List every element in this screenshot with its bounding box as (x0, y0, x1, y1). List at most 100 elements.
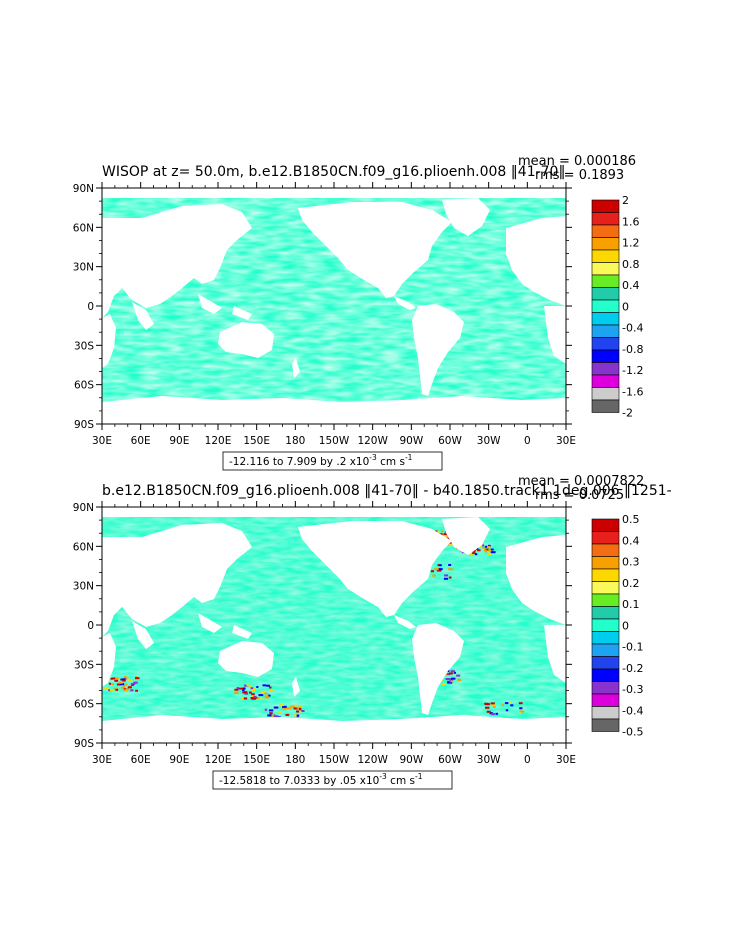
hotspot-cell (242, 688, 245, 691)
hotspot-cell (430, 570, 435, 573)
hotspot-cell (282, 705, 287, 708)
hotspot-cell (450, 670, 455, 673)
y-tick-label: 0 (87, 301, 94, 313)
y-tick-label: 60S (74, 699, 94, 711)
y-tick-label: 60N (73, 541, 94, 553)
colorbar-cell (591, 693, 620, 707)
panel-bottom: b.e12.B1850CN.f09_g16.plioenh.008 ‖41-70… (73, 474, 672, 790)
hotspot-cell (435, 530, 441, 533)
x-tick-label: 30E (556, 754, 576, 766)
hotspot-cell (476, 547, 479, 550)
hotspot-cell (122, 685, 126, 688)
colorbar-label: 0 (622, 300, 629, 313)
map-area (101, 187, 567, 425)
hotspot-cell (250, 696, 255, 699)
hotspot-cell (487, 545, 491, 548)
hotspot-cell (495, 712, 499, 715)
colorbar: 0.5 0.4 0.3 0.2 0.1 0 -0.1 -0.2 -0.3 -0.4 -0.5 (591, 513, 643, 739)
hotspot-cell (444, 574, 449, 577)
hotspot-cell (244, 692, 249, 695)
hotspot-cell (249, 691, 252, 694)
hotspot-cell (290, 705, 295, 708)
x-tick-label: 150E (243, 435, 270, 447)
hotspot-cell (262, 684, 266, 687)
hotspot-cell (444, 535, 449, 538)
hotspot-cell (518, 711, 521, 714)
hotspot-cell (509, 701, 512, 704)
hotspot-cell (256, 685, 259, 688)
x-tick-label: 120W (357, 435, 388, 447)
hotspot-cell (116, 683, 121, 686)
hotspot-cell (125, 688, 129, 691)
hotspot-cell (298, 705, 303, 708)
hotspot-cell (484, 549, 487, 552)
hotspot-cell (456, 674, 461, 677)
hotspot-cell (449, 679, 454, 682)
hotspot-cell (519, 710, 525, 713)
colorbar-cell (591, 274, 620, 288)
colorbar-cell (591, 606, 620, 620)
colorbar-label: 0.8 (622, 258, 640, 271)
colorbar-cell (591, 668, 620, 682)
hotspot-cell (238, 687, 244, 690)
hotspot-cell (135, 689, 138, 692)
colorbar-label: 1.6 (622, 215, 640, 228)
hotspot-cell (475, 553, 478, 556)
hotspot-cell (258, 694, 264, 697)
hotspot-cell (485, 548, 489, 551)
y-tick-label: 30N (73, 262, 94, 274)
hotspot-cell (472, 552, 476, 555)
axes: 30E 60E 90E 120E 150E 180 150W 120W 90W 60W 30W 0 30… (73, 501, 576, 766)
hotspot-cell (488, 549, 492, 552)
hotspot-cell (273, 715, 279, 718)
hotspot-cell (518, 702, 523, 705)
colorbar-cell (591, 324, 620, 338)
hotspot-cell (439, 564, 442, 567)
hotspot-cell (443, 577, 449, 580)
hotspot-cell (286, 707, 291, 710)
x-tick-label: 0 (524, 435, 531, 447)
panel-title: b.e12.B1850CN.f09_g16.plioenh.008 ‖41-70… (102, 483, 672, 499)
hotspot-cell (299, 709, 305, 712)
hotspot-cell (485, 703, 490, 706)
hotspot-cell (438, 568, 443, 571)
hotspot-cell (294, 704, 297, 707)
hotspot-cell (234, 692, 239, 695)
rms-label: rms = 0.1893 (535, 168, 624, 183)
colorbar-cell (591, 399, 620, 413)
colorbar-cell (591, 531, 620, 545)
hotspot-cell (273, 706, 279, 709)
hotspot-cell (490, 702, 495, 705)
colorbar-label: 0.2 (622, 577, 640, 590)
hotspot-cell (450, 677, 456, 680)
x-tick-label: 120E (205, 754, 232, 766)
colorbar-cell (591, 287, 620, 301)
colorbar-label: 0.4 (622, 279, 640, 292)
hotspot-cell (108, 689, 112, 692)
colorbar-label: 0.3 (622, 556, 640, 569)
hotspot-cell (234, 688, 239, 691)
hotspot-cell (251, 693, 255, 696)
colorbar-cell (591, 199, 620, 213)
colorbar-label: 0.5 (622, 513, 640, 526)
colorbar-label: -0.3 (622, 683, 643, 696)
colorbar-cell (591, 581, 620, 595)
hotspot-cell (450, 680, 453, 683)
colorbar-cell (591, 237, 620, 251)
colorbar-cell (591, 543, 620, 557)
hotspot-cell (448, 576, 452, 579)
colorbar-label: -0.1 (622, 641, 643, 654)
y-tick-label: 90S (74, 738, 94, 750)
hotspot-cell (122, 679, 126, 682)
panel-top: WISOP at z= 50.0m, b.e12.B1850CN.f09_g16… (73, 154, 643, 471)
hotspot-cell (453, 671, 457, 674)
hotspot-cell (263, 692, 266, 695)
colorbar-cell (591, 718, 620, 732)
hotspot-cell (484, 706, 490, 709)
hotspot-cell (482, 546, 486, 549)
hotspot-cell (115, 677, 119, 680)
x-tick-label: 150E (243, 754, 270, 766)
hotspot-cell (126, 678, 129, 681)
range-label: -12.116 to 7.909 by .2 x10-3 cm s-1 (229, 453, 413, 468)
